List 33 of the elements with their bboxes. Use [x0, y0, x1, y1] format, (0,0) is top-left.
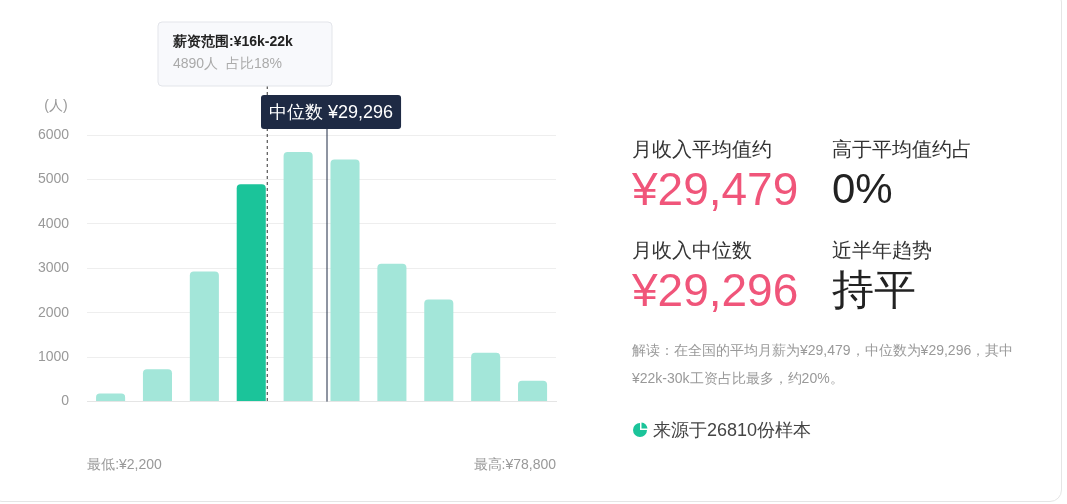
- text: 高于平均值约占: [832, 137, 973, 162]
- bar: [518, 380, 548, 402]
- text: 解读：在全国的平均月薪为¥29,479，中位数为¥29,296，其中¥22k-30k工资占比最多，约20%。: [632, 341, 1015, 388]
- bar: [424, 299, 454, 402]
- y-tick-label: 3000: [37, 259, 70, 276]
- text: 0%: [832, 164, 894, 214]
- bar: [96, 393, 126, 402]
- y-tick-label: 5000: [37, 170, 70, 187]
- text: 最高:¥78,800: [473, 455, 557, 472]
- text: 近半年趋势: [832, 238, 933, 263]
- y-tick-label: 6000: [37, 125, 70, 142]
- text: ¥29,296: [632, 264, 800, 316]
- text: 最低:¥2,200: [87, 455, 163, 472]
- bar: [471, 352, 501, 402]
- bar: [142, 369, 173, 402]
- text: 持平: [832, 265, 917, 315]
- bar: [236, 184, 266, 402]
- bar: [377, 263, 407, 402]
- bar: [283, 151, 313, 402]
- bar: [330, 159, 360, 402]
- text: 月收入中位数: [632, 238, 753, 263]
- y-tick-label: 4000: [37, 214, 70, 231]
- text: 薪资范围:¥16k-22k: [172, 32, 294, 49]
- y-tick-label: 0: [61, 392, 70, 409]
- y-axis-title: (人): [44, 97, 68, 113]
- y-tick-label: 1000: [37, 348, 70, 365]
- text: 中位数 ¥29,296: [269, 101, 394, 122]
- text: 来源于26810份样本: [653, 419, 812, 442]
- text: 4890人 占比18%: [173, 54, 282, 71]
- text: 月收入平均值约: [632, 137, 773, 162]
- y-tick-label: 2000: [37, 303, 70, 320]
- text: ¥29,479: [632, 163, 800, 215]
- bar: [189, 271, 219, 402]
